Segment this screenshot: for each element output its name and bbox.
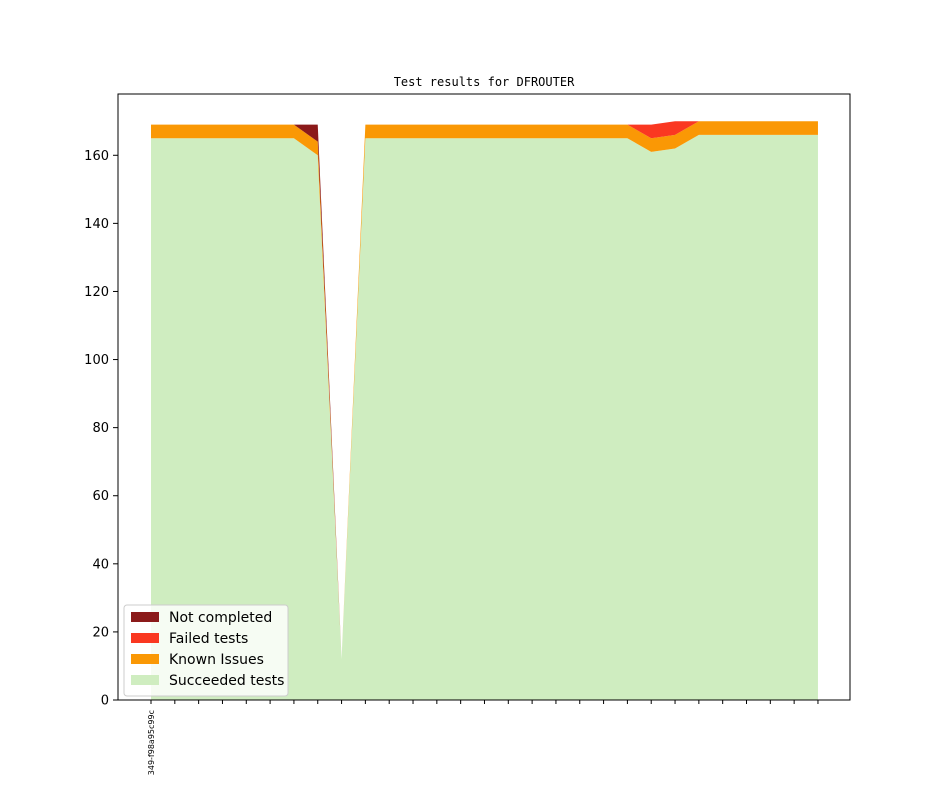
legend-swatch (131, 612, 159, 622)
y-tick-label: 120 (84, 285, 109, 300)
chart-title: Test results for DFROUTER (394, 75, 575, 89)
x-axis: 349-f98a95c99c (147, 700, 819, 775)
legend-swatch (131, 675, 159, 685)
y-tick-label: 160 (84, 149, 109, 164)
y-tick-label: 40 (92, 557, 109, 572)
y-tick-label: 140 (84, 217, 109, 232)
y-tick-label: 80 (92, 421, 109, 436)
legend-label: Known Issues (169, 652, 264, 668)
x-tick-label: 349-f98a95c99c (147, 710, 156, 775)
legend-swatch (131, 654, 159, 664)
area-succeeded-tests (151, 134, 818, 701)
legend-label: Succeeded tests (169, 673, 284, 689)
legend-swatch (131, 633, 159, 643)
y-tick-label: 20 (92, 625, 109, 640)
legend-box (123, 604, 289, 697)
y-axis: 0 20 40 60 80 100 120 140 160 (84, 149, 118, 709)
y-tick-label: 0 (101, 694, 109, 709)
y-tick-label: 60 (92, 489, 109, 504)
area-series-group (151, 121, 818, 701)
legend-label: Not completed (169, 610, 272, 626)
y-tick-label: 100 (84, 353, 109, 368)
legend: Not completed Failed tests Known Issues Suc… (123, 604, 289, 697)
legend-label: Failed tests (169, 631, 248, 647)
